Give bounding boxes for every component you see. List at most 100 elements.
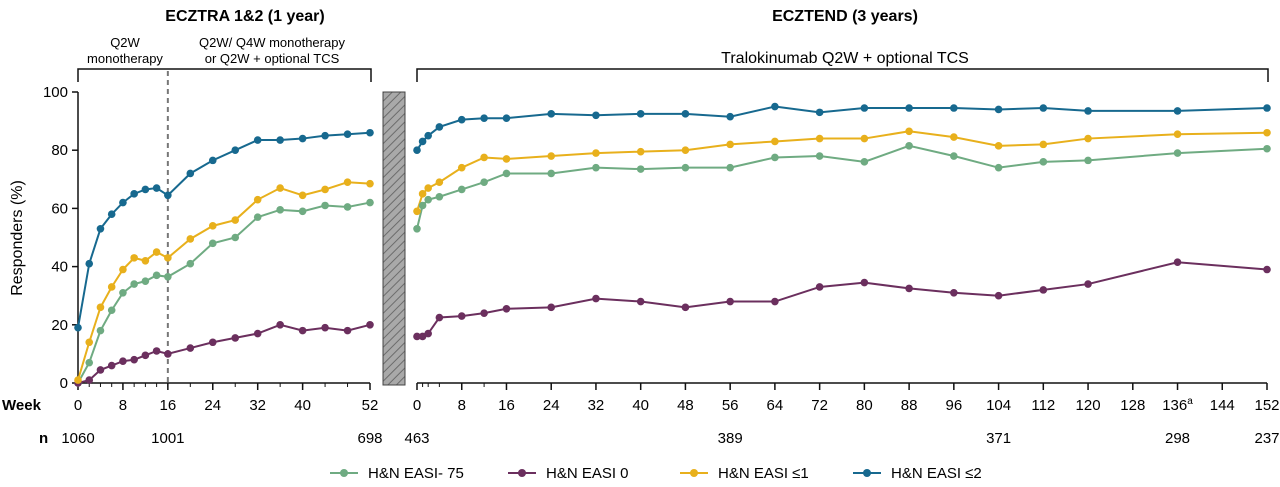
data-point: [1039, 158, 1048, 166]
data-point: [208, 156, 217, 165]
data-point: [85, 338, 94, 347]
phase-2-label-line1: Q2W/ Q4W monotherapy: [199, 35, 345, 50]
x-tick-label: 16: [160, 397, 177, 414]
data-point: [636, 110, 645, 118]
x-tick-label: 52: [362, 397, 379, 414]
data-point: [547, 152, 556, 160]
x-tick-label: 8: [458, 397, 466, 414]
panel-1-title: ECZTRA 1&2 (1 year): [165, 8, 324, 25]
series-line: [417, 261, 1268, 338]
data-point: [96, 224, 105, 233]
data-point: [681, 163, 690, 172]
x-tick-label: 144: [1210, 397, 1235, 414]
data-point: [186, 169, 195, 178]
data-point: [726, 297, 734, 306]
data-point: [950, 152, 958, 160]
data-point: [366, 198, 374, 207]
data-point: [413, 224, 421, 233]
data-point: [905, 284, 913, 293]
y-tick-label: 80: [51, 142, 68, 159]
data-point: [85, 259, 94, 268]
data-point: [860, 278, 869, 287]
data-point: [85, 376, 94, 384]
y-tick-label: 60: [51, 200, 68, 217]
legend-label: H&N EASI 0: [546, 465, 629, 482]
data-point: [860, 104, 869, 112]
x-tick-label: 72: [811, 397, 828, 414]
data-point: [636, 147, 645, 156]
x-tick-label: 112: [1031, 397, 1055, 414]
data-point: [141, 277, 150, 285]
x-tick-label: 152: [1254, 397, 1279, 414]
data-point: [208, 338, 217, 347]
data-point: [1084, 280, 1092, 288]
data-point: [480, 178, 488, 187]
panel-2-bracket: [416, 68, 1269, 82]
data-point: [343, 203, 352, 211]
legend-marker: [340, 469, 348, 477]
data-point: [276, 206, 284, 214]
data-point: [321, 185, 329, 194]
data-point: [592, 149, 600, 157]
data-point: [343, 130, 352, 138]
data-point: [418, 137, 427, 146]
data-point: [107, 361, 116, 370]
data-point: [130, 254, 138, 262]
data-point: [164, 191, 172, 200]
series-line: [416, 105, 1268, 151]
data-point: [418, 190, 427, 198]
legend-entry: H&N EASI ≤1: [680, 465, 809, 482]
data-point: [74, 376, 82, 384]
x-tick-label: 24: [204, 397, 221, 414]
data-point: [771, 153, 779, 162]
n-value-label: 298: [1165, 430, 1190, 447]
data-point: [164, 272, 172, 281]
data-point: [298, 134, 307, 143]
data-point: [119, 198, 127, 207]
data-point: [457, 312, 466, 320]
data-point: [860, 134, 869, 143]
data-point: [321, 201, 329, 210]
data-point: [366, 321, 374, 329]
series-line: [416, 130, 1268, 212]
data-point: [726, 163, 734, 172]
n-value-label: 1001: [151, 430, 184, 447]
data-point: [815, 152, 824, 160]
data-point: [298, 191, 307, 200]
data-point: [994, 163, 1003, 172]
data-point: [950, 133, 958, 141]
data-point: [343, 178, 352, 187]
legend-marker: [690, 469, 698, 477]
data-point: [950, 288, 958, 297]
series-line: [77, 201, 371, 384]
data-point: [152, 248, 161, 256]
data-point: [994, 142, 1003, 150]
data-point: [480, 309, 488, 317]
data-point: [130, 280, 138, 288]
data-point: [418, 201, 427, 210]
data-point: [1084, 134, 1092, 143]
data-point: [298, 207, 307, 216]
n-row-label: n: [39, 430, 48, 447]
data-point: [424, 131, 432, 140]
data-point: [435, 123, 444, 131]
data-point: [480, 114, 488, 122]
data-point: [681, 303, 690, 312]
x-tick-label: 0: [74, 397, 82, 414]
data-point: [96, 366, 105, 374]
data-point: [186, 259, 195, 268]
data-point: [457, 185, 466, 194]
y-axis-label: Responders (%): [9, 180, 26, 296]
week-row-label: Week: [2, 397, 42, 414]
data-point: [231, 334, 240, 342]
data-point: [186, 235, 195, 243]
data-point: [480, 153, 488, 162]
series-line: [416, 144, 1268, 230]
data-point: [253, 213, 262, 221]
data-point: [726, 140, 734, 149]
data-point: [366, 179, 374, 188]
x-tick-label: 96: [945, 397, 962, 414]
series-line: [77, 323, 371, 384]
x-tick-label: 40: [294, 397, 311, 414]
